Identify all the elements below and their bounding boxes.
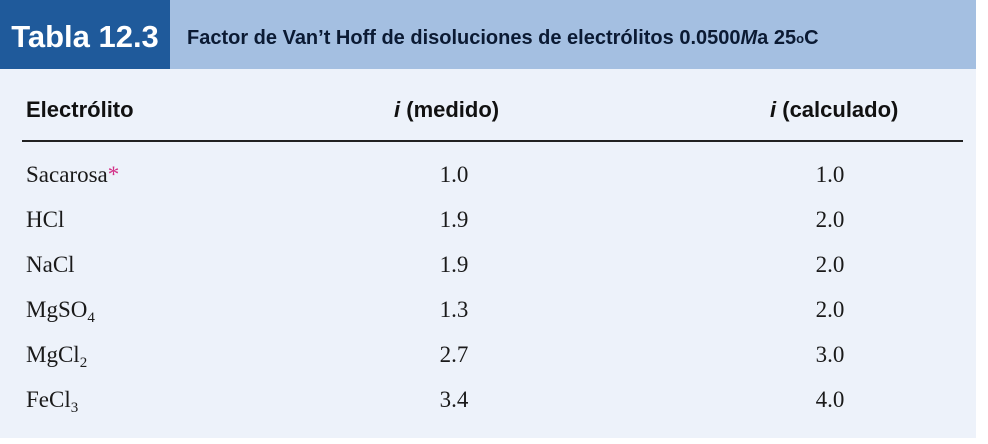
measured-cell: 1.9 bbox=[439, 207, 469, 232]
table-row: MgCl2 2.7 3.0 bbox=[0, 340, 976, 385]
calculated-label: (calculado) bbox=[776, 97, 899, 122]
measured-cell: 1.3 bbox=[439, 297, 469, 322]
electrolyte-name: HCl bbox=[26, 207, 65, 232]
column-header-calculated: i (calculado) bbox=[770, 97, 898, 123]
table-title: Factor de Van’t Hoff de disoluciones de … bbox=[187, 0, 819, 73]
header-rule bbox=[22, 140, 963, 142]
column-header-measured: i (medido) bbox=[394, 97, 499, 123]
electrolyte-name: NaCl bbox=[26, 252, 75, 277]
electrolyte-name: FeCl bbox=[26, 387, 71, 412]
title-degree-mark: o bbox=[796, 31, 805, 46]
calculated-cell: 4.0 bbox=[815, 387, 845, 412]
table-row: HCl 1.9 2.0 bbox=[0, 205, 976, 250]
title-text-tail: a 25 bbox=[757, 27, 797, 49]
measured-label: (medido) bbox=[400, 97, 500, 122]
formula-subscript: 2 bbox=[79, 355, 88, 371]
table-row: MgSO4 1.3 2.0 bbox=[0, 295, 976, 340]
footnote-mark: * bbox=[107, 162, 120, 187]
electrolyte-name: MgCl bbox=[26, 342, 80, 367]
table-row: FeCl3 3.4 4.0 bbox=[0, 385, 976, 430]
electrolyte-name: Sacarosa bbox=[26, 162, 108, 187]
calculated-cell: 3.0 bbox=[815, 342, 845, 367]
electrolyte-cell: MgCl2 bbox=[26, 342, 87, 372]
measured-cell: 2.7 bbox=[439, 342, 469, 367]
table-panel: Tabla 12.3 Factor de Van’t Hoff de disol… bbox=[0, 0, 976, 438]
calculated-i-symbol: i bbox=[770, 97, 777, 122]
measured-cell: 3.4 bbox=[439, 387, 469, 412]
calculated-cell: 1.0 bbox=[815, 162, 845, 187]
calculated-cell: 2.0 bbox=[815, 207, 845, 232]
formula-subscript: 3 bbox=[70, 400, 79, 416]
calculated-cell: 2.0 bbox=[815, 252, 845, 277]
electrolyte-cell: NaCl bbox=[26, 252, 75, 278]
electrolyte-cell: Sacarosa* bbox=[26, 162, 119, 188]
table-body: Sacarosa* 1.0 1.0 HCl 1.9 2.0 NaCl 1.9 2… bbox=[0, 160, 976, 430]
title-molar-symbol: M bbox=[740, 27, 758, 49]
formula-subscript: 4 bbox=[87, 310, 95, 326]
electrolyte-name: MgSO bbox=[26, 297, 88, 322]
title-unit: C bbox=[804, 27, 819, 49]
column-header-row: Electrólito i (medido) i (calculado) bbox=[0, 93, 976, 133]
measured-i-symbol: i bbox=[394, 97, 401, 122]
measured-cell: 1.9 bbox=[439, 252, 469, 277]
table-header-bar: Tabla 12.3 Factor de Van’t Hoff de disol… bbox=[0, 0, 976, 69]
electrolyte-cell: HCl bbox=[26, 207, 64, 233]
table-number-tag: Tabla 12.3 bbox=[0, 0, 170, 69]
table-row: Sacarosa* 1.0 1.0 bbox=[0, 160, 976, 205]
electrolyte-cell: MgSO4 bbox=[26, 297, 95, 327]
title-text: Factor de Van’t Hoff de disoluciones de … bbox=[187, 27, 741, 49]
electrolyte-cell: FeCl3 bbox=[26, 387, 78, 417]
measured-cell: 1.0 bbox=[439, 162, 469, 187]
column-header-electrolyte: Electrólito bbox=[26, 97, 134, 122]
calculated-cell: 2.0 bbox=[815, 297, 845, 322]
table-row: NaCl 1.9 2.0 bbox=[0, 250, 976, 295]
